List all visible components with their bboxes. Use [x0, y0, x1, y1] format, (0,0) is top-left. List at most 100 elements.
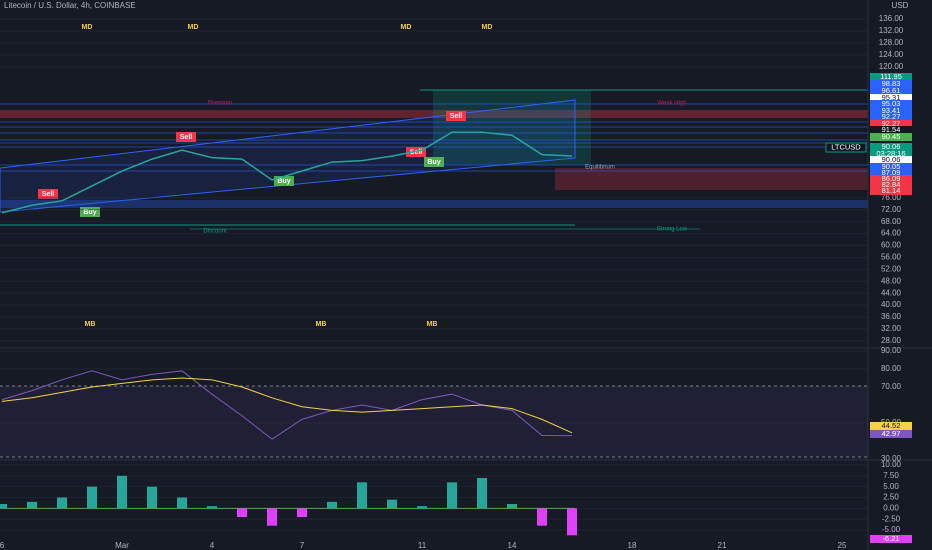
y-tick-label: -2.50 — [882, 514, 901, 523]
x-tick-label: 6 — [0, 541, 5, 550]
bar — [417, 506, 427, 509]
sell-label: Sell — [450, 113, 463, 120]
demand-zone — [0, 200, 868, 208]
price-tag-text: 86.09 — [882, 174, 901, 183]
buy-box — [80, 207, 100, 217]
md-marker: MD — [401, 24, 412, 31]
price-tag-text: 90.05 — [882, 162, 901, 171]
y-tick-label: 60.00 — [881, 241, 902, 250]
sell-label: Sell — [180, 134, 193, 141]
md-markers: MD MD MD MD MB MB MB — [82, 24, 493, 328]
line — [1, 370, 573, 440]
price-tag — [870, 120, 912, 128]
y-tick-label: 36.00 — [881, 312, 902, 321]
bar — [177, 497, 187, 509]
y-tick-label: 80.00 — [881, 364, 902, 373]
line — [1, 131, 573, 214]
buy-box — [274, 176, 294, 186]
x-tick-label: 4 — [210, 541, 215, 550]
sell-box — [38, 189, 58, 199]
symbol-title: Litecoin / U.S. Dollar, 4h, COINBASE — [4, 1, 136, 10]
price-tag — [870, 80, 912, 88]
bar — [207, 506, 217, 509]
y-tick-label: 40.00 — [881, 300, 902, 309]
price-tag — [870, 113, 912, 121]
bar — [327, 501, 337, 509]
premium-zone — [0, 110, 868, 118]
buy-label: Buy — [427, 159, 440, 166]
md-marker: MD — [482, 24, 493, 31]
price-tag — [870, 107, 912, 115]
price-tag — [870, 187, 912, 195]
price-tag — [870, 94, 912, 102]
y-tick-label: 28.00 — [881, 336, 902, 345]
y-tick-label: 132.00 — [879, 26, 904, 35]
price-tag — [870, 73, 912, 81]
price-tag-text: 92.27 — [882, 119, 901, 128]
y-tick-label: 2.50 — [883, 493, 899, 502]
md-marker: MD — [188, 24, 199, 31]
y-tick-label: 120.00 — [879, 62, 904, 71]
price-tag — [870, 181, 912, 189]
bar — [537, 508, 547, 526]
price-tag-text: 95.31 — [882, 93, 901, 102]
zone-label: Weak High — [657, 101, 686, 107]
price-tag-text: 93.41 — [882, 106, 901, 115]
y-tick-label: -5.00 — [882, 525, 901, 534]
bar — [0, 504, 7, 509]
price-tag — [870, 175, 912, 183]
price-labels: 111.95 98.83 96.61 95.31 95.03 93.41 92.… — [825, 72, 912, 195]
bar — [567, 508, 577, 536]
hist-tag-text: -6.21 — [882, 534, 899, 543]
bar — [297, 508, 307, 518]
x-tick-label: 14 — [508, 541, 517, 550]
y-tick-label: 72.00 — [881, 205, 902, 214]
y-tick-label: 56.00 — [881, 253, 902, 262]
price-tag — [870, 100, 912, 108]
y-tick-label: 30.00 — [881, 454, 902, 463]
zone-label: Strong Low — [657, 227, 688, 233]
rsi-tag — [870, 430, 912, 438]
bar — [357, 482, 367, 509]
zone-label: Premium — [208, 101, 232, 107]
y-tick-label: 128.00 — [879, 38, 904, 47]
bar — [237, 508, 247, 518]
y-tick-label: 70.00 — [881, 382, 902, 391]
symbol-tag — [825, 142, 867, 153]
price-tag-text: 81.14 — [882, 186, 901, 195]
supply-zone — [555, 168, 868, 190]
buy-label: Buy — [83, 209, 96, 216]
x-tick-label: 21 — [718, 541, 727, 550]
y-tick-label: 48.00 — [881, 276, 902, 285]
sell-label: Sell — [42, 191, 55, 198]
x-tick-label: 18 — [628, 541, 637, 550]
bar — [117, 475, 127, 509]
y-tick-label: 68.00 — [881, 217, 902, 226]
indicator-labels: 44.52 42.97 -6.21 — [870, 421, 912, 543]
price-tag-text: 95.03 — [882, 99, 901, 108]
y-tick-label: 124.00 — [879, 50, 904, 59]
price-tag-text: 90.06 — [882, 155, 901, 164]
countdown-text: 03:28:16 — [876, 149, 905, 158]
line — [1, 377, 573, 434]
sell-box — [446, 111, 466, 121]
price-tag-text: 90.45 — [882, 132, 901, 141]
bar — [477, 477, 487, 509]
y-tick-label: 7.50 — [883, 471, 899, 480]
symbol-tag-text: LTCUSD — [831, 142, 861, 151]
price-tag-text: 111.95 — [880, 72, 902, 81]
mb-marker: MB — [316, 321, 327, 328]
bar — [267, 508, 277, 526]
ma-tag-text: 44.52 — [882, 421, 901, 430]
bar — [147, 486, 157, 509]
x-tick-label: 11 — [418, 541, 427, 550]
price-tag-text: 90.06 — [882, 142, 901, 151]
zone-label: Equilibrium — [585, 165, 615, 171]
price-tag — [870, 126, 912, 134]
md-marker: MD — [82, 24, 93, 31]
mb-marker: MB — [85, 321, 96, 328]
bar — [387, 499, 397, 509]
y-tick-label: 136.00 — [879, 14, 904, 23]
y-tick-label: 52.00 — [881, 264, 902, 273]
